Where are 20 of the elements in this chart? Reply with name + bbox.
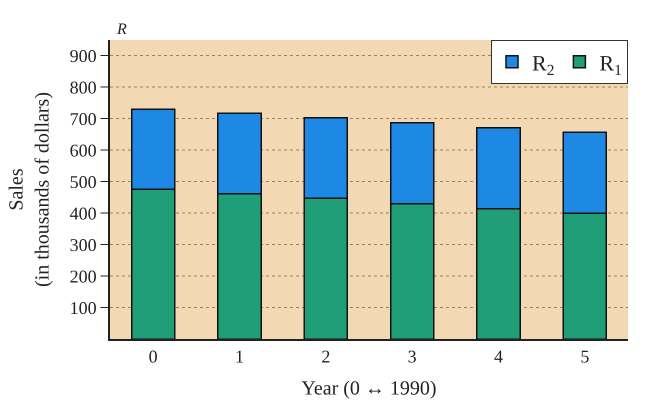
text: R	[116, 21, 127, 38]
x-tick-label: 3	[408, 346, 417, 366]
y-tick-label: 400	[70, 203, 97, 224]
x-tick-label: 4	[494, 346, 503, 366]
x-tick-label: 1	[235, 346, 244, 366]
x-tick-label: 2	[321, 346, 330, 366]
legend-label: R$_{2}$	[532, 50, 554, 79]
y-tick-label: 900	[70, 46, 97, 66]
x-tick-label: 0	[148, 346, 158, 366]
legend-label: R$_{1}$	[599, 50, 622, 79]
y-axis-title: Sales (in thousands of dollars)	[6, 92, 54, 287]
x-axis-title: Year (0 ↔ 1990)	[301, 377, 437, 400]
x-tick-label: 5	[580, 346, 590, 366]
y-tick-label: 800	[70, 78, 97, 98]
y-tick-label: 100	[70, 298, 97, 318]
y-tick-label: 700	[70, 108, 97, 129]
y-tick-label: 300	[70, 234, 97, 255]
y-tick-label: 600	[70, 140, 97, 160]
y-tick-label: 200	[70, 266, 97, 286]
y-tick-label: 500	[70, 172, 97, 192]
